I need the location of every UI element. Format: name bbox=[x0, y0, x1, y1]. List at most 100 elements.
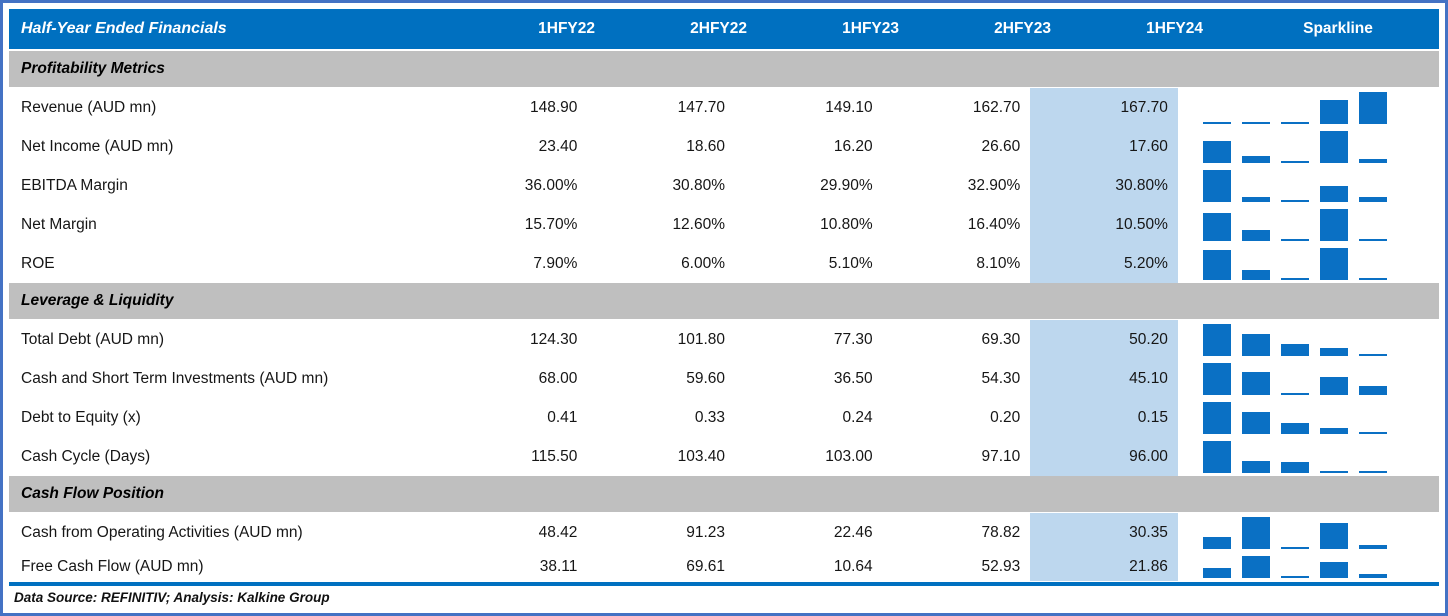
row-label: Cash and Short Term Investments (AUD mn) bbox=[21, 369, 329, 387]
sparkline-bar bbox=[1319, 209, 1348, 241]
sparkline-bar bbox=[1241, 270, 1270, 280]
section-header-row: Profitability Metrics bbox=[9, 51, 1439, 87]
value-cell: 18.60 bbox=[686, 137, 726, 155]
row-label: Net Income (AUD mn) bbox=[21, 137, 174, 155]
value-cell: 30.35 bbox=[1030, 513, 1178, 552]
sparkline-bar bbox=[1241, 371, 1270, 395]
section-title: Leverage & Liquidity bbox=[21, 292, 174, 309]
value-cell: 162.70 bbox=[972, 98, 1021, 116]
row-label: ROE bbox=[21, 254, 55, 272]
sparkline-bar bbox=[1241, 517, 1270, 549]
sparkline bbox=[1178, 244, 1439, 283]
sparkline bbox=[1178, 127, 1439, 166]
row-label: Cash from Operating Activities (AUD mn) bbox=[21, 523, 303, 541]
sparkline-bar bbox=[1358, 92, 1387, 124]
sparkline-bar bbox=[1202, 402, 1231, 434]
value-cell: 36.00% bbox=[524, 176, 578, 194]
column-header-1hfy22: 1HFY22 bbox=[538, 20, 595, 37]
value-cell: 103.40 bbox=[677, 447, 726, 465]
value-cell: 12.60% bbox=[672, 215, 726, 233]
column-header-1hfy24: 1HFY24 bbox=[1146, 20, 1203, 37]
row-label: Revenue (AUD mn) bbox=[21, 98, 157, 116]
table-title: Half-Year Ended Financials bbox=[21, 20, 227, 37]
sparkline-bar bbox=[1319, 376, 1348, 395]
value-cell: 0.24 bbox=[842, 408, 873, 426]
sparkline-bar bbox=[1202, 536, 1231, 549]
value-cell: 17.60 bbox=[1030, 127, 1178, 166]
sparkline-bar bbox=[1241, 556, 1270, 578]
value-cell: 21.86 bbox=[1030, 552, 1178, 581]
row-label: Free Cash Flow (AUD mn) bbox=[21, 557, 204, 575]
sparkline-bar bbox=[1319, 347, 1348, 356]
value-cell: 52.93 bbox=[981, 557, 1021, 575]
sparkline-bar bbox=[1280, 277, 1309, 280]
row-label: Net Margin bbox=[21, 215, 97, 233]
sparkline-bar bbox=[1358, 386, 1387, 395]
sparkline-bar bbox=[1202, 140, 1231, 163]
value-cell: 6.00% bbox=[681, 254, 726, 272]
value-cell: 91.23 bbox=[686, 523, 726, 541]
value-cell: 0.33 bbox=[694, 408, 726, 426]
value-cell: 69.30 bbox=[981, 330, 1021, 348]
value-cell: 10.64 bbox=[833, 557, 873, 575]
sparkline bbox=[1178, 320, 1439, 359]
sparkline-bar bbox=[1358, 238, 1387, 241]
value-cell: 115.50 bbox=[531, 447, 578, 465]
sparkline-bar bbox=[1319, 131, 1348, 163]
bottom-divider-line bbox=[9, 582, 1439, 586]
table-row: Net Margin 15.70% 12.60% 10.80% 16.40% 10.50% bbox=[9, 205, 1439, 244]
value-cell: 38.11 bbox=[539, 557, 578, 575]
value-cell: 167.70 bbox=[1030, 88, 1178, 127]
sparkline-bar bbox=[1202, 441, 1231, 473]
sparkline-bar bbox=[1202, 324, 1231, 356]
value-cell: 50.20 bbox=[1030, 320, 1178, 359]
sparkline-bar bbox=[1319, 470, 1348, 473]
sparkline-bar bbox=[1280, 238, 1309, 241]
sparkline-bar bbox=[1241, 197, 1270, 202]
value-cell: 149.10 bbox=[825, 98, 873, 116]
sparkline-bar bbox=[1319, 427, 1348, 434]
value-cell: 30.80% bbox=[1030, 166, 1178, 205]
table-row: Debt to Equity (x) 0.41 0.33 0.24 0.20 0.15 bbox=[9, 398, 1439, 437]
value-cell: 7.90% bbox=[533, 254, 578, 272]
sparkline bbox=[1178, 513, 1439, 552]
value-cell: 23.40 bbox=[538, 137, 578, 155]
value-cell: 148.90 bbox=[529, 98, 578, 116]
value-cell: 45.10 bbox=[1030, 359, 1178, 398]
column-header-sparkline: Sparkline bbox=[1303, 20, 1373, 37]
value-cell: 77.30 bbox=[833, 330, 873, 348]
sparkline-bar bbox=[1358, 277, 1387, 280]
value-cell: 16.20 bbox=[833, 137, 873, 155]
sparkline-bar bbox=[1202, 212, 1231, 241]
value-cell: 10.80% bbox=[820, 215, 873, 233]
value-cell: 8.10% bbox=[976, 254, 1021, 272]
value-cell: 68.00 bbox=[538, 369, 578, 387]
value-cell: 36.50 bbox=[833, 369, 873, 387]
table-row: Cash Cycle (Days) 115.50 103.40 103.00 97.10… bbox=[9, 437, 1439, 476]
sparkline bbox=[1178, 359, 1439, 398]
table-row: Net Income (AUD mn) 23.40 18.60 16.20 26.60 1… bbox=[9, 127, 1439, 166]
value-cell: 16.40% bbox=[967, 215, 1021, 233]
sparkline-bar bbox=[1280, 199, 1309, 202]
value-cell: 10.50% bbox=[1030, 205, 1178, 244]
section-header-row: Leverage & Liquidity bbox=[9, 283, 1439, 319]
table-row: Revenue (AUD mn) 148.90 147.70 149.10 162.70… bbox=[9, 88, 1439, 127]
value-cell: 103.00 bbox=[825, 447, 873, 465]
value-cell: 29.90% bbox=[820, 176, 873, 194]
sparkline-bar bbox=[1202, 567, 1231, 578]
value-cell: 124.30 bbox=[529, 330, 578, 348]
sparkline-bar bbox=[1241, 229, 1270, 241]
sparkline bbox=[1178, 88, 1439, 127]
sparkline-bar bbox=[1280, 546, 1309, 549]
table-body: Profitability Metrics Revenue (AUD mn) 148… bbox=[9, 51, 1439, 581]
section-header-row: Cash Flow Position bbox=[9, 476, 1439, 512]
sparkline-bar bbox=[1202, 170, 1231, 202]
value-cell: 5.20% bbox=[1030, 244, 1178, 283]
row-label: EBITDA Margin bbox=[21, 176, 128, 194]
value-cell: 5.10% bbox=[828, 254, 873, 272]
row-label: Total Debt (AUD mn) bbox=[21, 330, 164, 348]
value-cell: 0.20 bbox=[990, 408, 1021, 426]
sparkline-bar bbox=[1319, 186, 1348, 202]
value-cell: 48.42 bbox=[538, 523, 578, 541]
sparkline-bar bbox=[1202, 363, 1231, 395]
